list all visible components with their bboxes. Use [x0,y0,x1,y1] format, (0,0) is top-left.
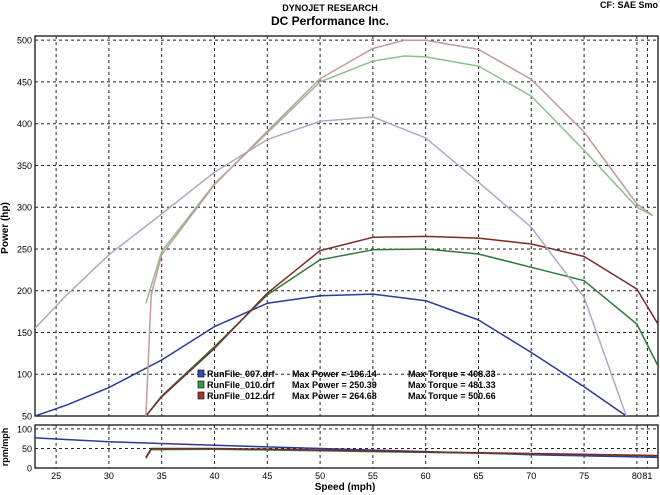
main-torque-line-4 [35,116,628,416]
y-tick-label-sub: 0 [27,464,32,474]
sub-plot-series [35,437,658,459]
x-tick-label: 50 [315,471,325,481]
x-tick-label: 70 [526,471,536,481]
y-tick-label-main: 250 [17,244,32,254]
y-tick-label-main: 300 [17,203,32,213]
y-tick-label-sub: 50 [22,444,32,454]
x-tick-label: 35 [157,471,167,481]
x-tick-label: 40 [210,471,220,481]
legend-max-power: Max Power = 264.68 [292,391,377,401]
legend-max-torque: Max Torque = 481.33 [408,380,496,390]
x-tick-label: 65 [473,471,483,481]
legend-swatch [197,391,205,400]
x-tick-label: 30 [104,471,114,481]
legend-max-power: Max Power = 196.14 [292,369,377,379]
y-axis-label-power: Power (hp) [0,202,11,254]
x-tick-label: 55 [368,471,378,481]
main-power-line-3 [145,235,658,416]
chart-header-title: DYNOJET RESEARCH [282,3,378,13]
y-tick-label-main: 500 [17,36,32,46]
legend-max-power: Max Power = 250.39 [292,380,377,390]
y-tick-label-main: 100 [17,370,32,380]
plot-frame [34,35,659,417]
x-tick-label: 75 [579,471,589,481]
y-tick-label-main: 200 [17,286,32,296]
x-tick-label: 60 [421,471,431,481]
legend-swatch [197,380,205,389]
y-tick-label-main: 50 [22,412,32,422]
y-tick-label-main: 150 [17,328,32,338]
axis-tick-labels: 50 100 150 200 250 300 350 400 450 500 0 50 100 25 30 3… [17,36,652,481]
chart-header-subtitle: DC Performance Inc. [270,14,390,28]
legend-swatch [197,369,205,378]
plot-frame [34,424,659,469]
main-plot-grid [34,35,659,417]
x-tick-label: 25 [51,471,61,481]
y-tick-label-main: 400 [17,119,32,129]
x-tick-label: 45 [262,471,272,481]
x-tick-label: 81 [642,471,652,481]
y-axis-label-rpm: rpm/mph [0,428,10,467]
chart-legend: RunFile_007.drf Max Power = 196.14 Max Tor… [197,369,496,401]
main-power-line-2 [145,248,658,416]
y-tick-label-sub: 100 [17,424,32,434]
main-plot-series [35,39,658,416]
main-torque-line-6 [145,39,654,416]
x-axis-label: Speed (mph) [315,482,376,493]
y-tick-label-main: 450 [17,77,32,87]
sub-plot-grid [34,424,659,469]
main-power-line-1 [35,293,627,416]
legend-file-name: RunFile_012.drf [207,391,276,401]
legend-file-name: RunFile_007.drf [207,369,276,379]
correction-factor-label: CF: SAE Smo [599,0,658,10]
sub-series-line-1 [35,437,658,459]
legend-file-name: RunFile_010.drf [207,380,276,390]
y-tick-label-main: 350 [17,161,32,171]
x-tick-label: 80 [632,471,642,481]
sub-series-line-3 [145,447,658,458]
legend-max-torque: Max Torque = 500.66 [408,391,496,401]
legend-max-torque: Max Torque = 408.33 [408,369,496,379]
